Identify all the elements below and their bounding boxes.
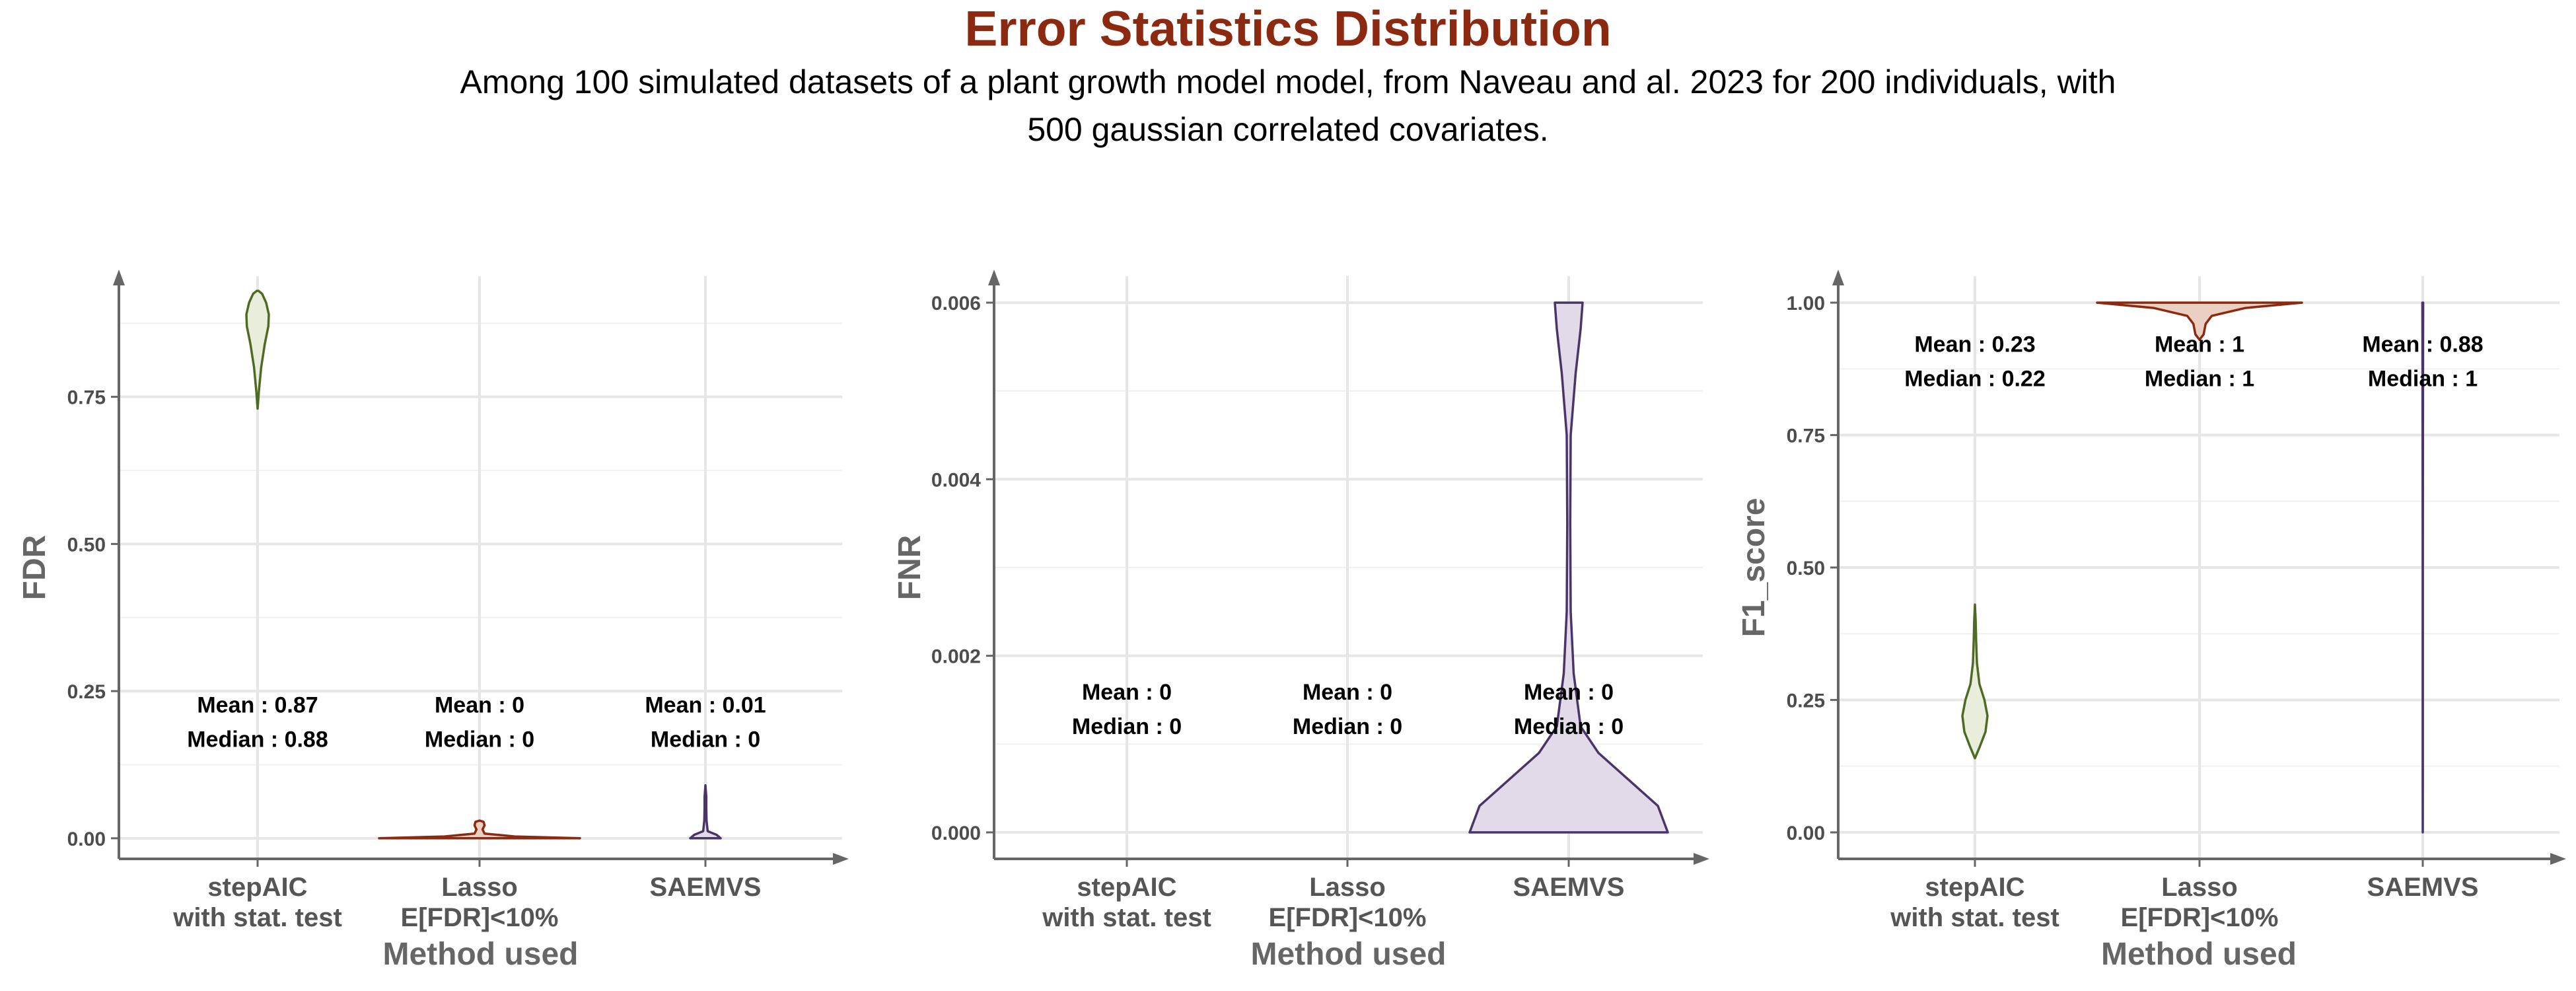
y-tick-label: 0.000: [931, 823, 981, 844]
y-axis-title: FNR: [892, 535, 927, 601]
x-axis-arrow: [2550, 853, 2566, 865]
x-axis-title: Method used: [1251, 937, 1447, 972]
x-tick-label: Lasso: [441, 873, 518, 902]
chart-subtitle: Among 100 simulated datasets of a plant …: [460, 63, 2116, 148]
violin-0: [1961, 603, 1989, 760]
y-tick-label: 1.00: [1787, 293, 1825, 314]
y-axis-title: FDR: [17, 535, 52, 601]
y-tick-label: 0.00: [1787, 823, 1825, 844]
annotation-median: Median : 0: [651, 727, 760, 752]
annotation-median: Median : 0.88: [187, 727, 328, 752]
annotation-median: Median : 0: [1293, 714, 1402, 739]
violin-0: [245, 289, 270, 410]
chart-title: Error Statistics Distribution: [964, 1, 1612, 56]
annotation-mean: Mean : 0: [1303, 680, 1392, 705]
violin-1: [378, 819, 581, 840]
y-tick-label: 0.75: [67, 387, 106, 409]
annotation-median: Median : 0: [425, 727, 534, 752]
x-axis-title: Method used: [2101, 937, 2297, 972]
x-tick-label: stepAIC: [207, 873, 307, 902]
x-tick-label: Lasso: [2161, 873, 2238, 902]
x-tick-label: Lasso: [1309, 873, 1386, 902]
y-tick-label: 0.25: [1787, 690, 1825, 712]
x-tick-label: SAEMVS: [1513, 873, 1625, 902]
y-axis-title: F1_score: [1736, 498, 1771, 638]
x-tick-label: with stat. test: [1890, 903, 2059, 932]
annotation-mean: Mean : 0: [1524, 680, 1614, 705]
violin-2: [1468, 301, 1669, 834]
x-tick-label: with stat. test: [172, 903, 342, 932]
annotation-mean: Mean : 0.01: [645, 692, 766, 717]
violin-2: [2421, 301, 2425, 834]
y-tick-label: 0.25: [67, 681, 106, 703]
x-tick-label: with stat. test: [1042, 903, 1211, 932]
y-tick-label: 0.00: [67, 828, 106, 850]
panel-f1_score: Mean : 0.23 Median : 0.22 Mean : 1 Median :…: [1736, 270, 2566, 972]
y-tick-label: 0.50: [1787, 558, 1825, 579]
annotation-mean: Mean : 0: [1082, 680, 1172, 705]
x-tick-label: stepAIC: [1077, 873, 1176, 902]
annotation-median: Median : 0.22: [1904, 366, 2046, 391]
y-tick-label: 0.50: [67, 534, 106, 556]
annotation-mean: Mean : 0.88: [2362, 332, 2483, 357]
violin-1: [2096, 301, 2303, 341]
x-axis-title: Method used: [383, 937, 579, 972]
y-tick-label: 0.004: [931, 469, 981, 491]
x-tick-label: E[FDR]<10%: [2121, 903, 2279, 932]
annotation-mean: Mean : 0: [435, 692, 524, 717]
y-tick-label: 0.006: [931, 293, 981, 314]
annotation-mean: Mean : 0.23: [1914, 332, 2035, 357]
x-tick-label: E[FDR]<10%: [401, 903, 559, 932]
x-axis-arrow: [1694, 853, 1709, 865]
panel-fdr: Mean : 0.87 Median : 0.88 Mean : 0 Median :…: [17, 270, 849, 972]
panel-fnr: Mean : 0 Median : 0 Mean : 0 Median : 0 Mean…: [892, 270, 1709, 972]
y-axis-arrow: [113, 270, 125, 285]
x-tick-label: SAEMVS: [2367, 873, 2479, 902]
violin-2: [689, 784, 722, 840]
x-tick-label: stepAIC: [1925, 873, 2024, 902]
annotation-median: Median : 0: [1072, 714, 1182, 739]
annotation-median: Median : 0: [1514, 714, 1624, 739]
annotation-median: Median : 1: [2145, 366, 2254, 391]
y-tick-label: 0.75: [1787, 425, 1825, 447]
x-axis-arrow: [833, 853, 849, 865]
x-tick-label: SAEMVS: [650, 873, 762, 902]
annotation-median: Median : 1: [2368, 366, 2478, 391]
y-tick-label: 0.002: [931, 646, 981, 668]
y-axis-arrow: [988, 270, 1000, 285]
annotation-mean: Mean : 1: [2155, 332, 2244, 357]
annotation-mean: Mean : 0.87: [197, 692, 318, 717]
y-axis-arrow: [1832, 270, 1844, 285]
x-tick-label: E[FDR]<10%: [1269, 903, 1427, 932]
